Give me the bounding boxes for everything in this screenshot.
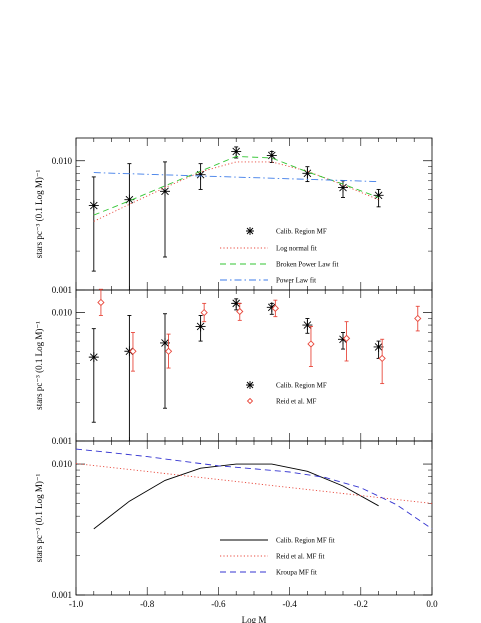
data-point-diamond bbox=[271, 304, 279, 312]
data-point-asterisk bbox=[231, 298, 242, 309]
series-log-normal-fit bbox=[93, 161, 379, 222]
legend-label: Broken Power Law fit bbox=[276, 261, 338, 269]
panel-middle: 0.010 0.001 stars pc⁻³ (0.1 Log M)⁻¹ Calib.… bbox=[34, 288, 433, 446]
legend-label: Power Law fit bbox=[276, 277, 316, 285]
data-point-diamond bbox=[236, 307, 244, 316]
fit-line bbox=[75, 463, 433, 504]
panel-top: 0.010 0.001 stars pc⁻³ (0.1 Log M)⁻¹ Calib.… bbox=[34, 137, 433, 295]
data-point-asterisk bbox=[373, 190, 384, 201]
legend-entry: Broken Power Law fit bbox=[220, 261, 338, 269]
legend-entry: Reid et al. MF bbox=[246, 397, 317, 406]
data-point-asterisk bbox=[338, 182, 348, 193]
legend-marker-asterisk bbox=[246, 381, 254, 389]
legend-marker-asterisk bbox=[246, 227, 254, 235]
legend-entry: Kroupa MF fit bbox=[220, 569, 317, 577]
fit-line bbox=[75, 448, 433, 530]
y-tick-label: 0.001 bbox=[52, 590, 72, 600]
legend-label: Reid et al. MF fit bbox=[276, 553, 324, 561]
fit-line bbox=[93, 161, 379, 222]
series-power-law-fit bbox=[93, 172, 379, 183]
data-point-asterisk bbox=[302, 320, 313, 331]
legend-label: Calib. Region MF bbox=[276, 382, 327, 390]
legend-entry: Calib. Region MF fit bbox=[220, 537, 335, 545]
y-tick-label: 0.001 bbox=[52, 285, 72, 295]
data-point-asterisk bbox=[302, 168, 313, 179]
x-tick-label: -0.4 bbox=[282, 599, 297, 609]
data-point-diamond bbox=[164, 347, 173, 355]
legend-label: Kroupa MF fit bbox=[276, 569, 317, 577]
data-point-diamond bbox=[200, 308, 208, 317]
fit-line bbox=[93, 155, 379, 216]
series-calib-region-mf-fit bbox=[93, 463, 379, 530]
data-point-asterisk bbox=[195, 321, 206, 332]
data-point-asterisk bbox=[231, 146, 242, 157]
data-point-diamond bbox=[414, 314, 422, 323]
data-point-asterisk bbox=[338, 334, 348, 345]
data-point-diamond bbox=[378, 354, 386, 363]
series-kroupa-mf-fit bbox=[75, 448, 433, 530]
x-tick-label: 0.0 bbox=[426, 599, 438, 609]
y-axis-label: stars pc⁻³ (0.1 Log M)⁻¹ bbox=[34, 321, 44, 410]
data-point-diamond bbox=[307, 340, 315, 348]
fit-line bbox=[93, 463, 379, 530]
x-tick-label: -0.6 bbox=[211, 599, 226, 609]
legend-label: Calib. Region MF bbox=[276, 228, 327, 236]
x-tick-label: -1.0 bbox=[69, 599, 84, 609]
data-point-asterisk bbox=[195, 169, 206, 180]
series-broken-power-law-fit bbox=[93, 155, 379, 216]
data-point-asterisk bbox=[124, 194, 135, 205]
data-point-asterisk bbox=[88, 352, 99, 363]
legend-entry: Power Law fit bbox=[220, 277, 316, 285]
panel-bottom: 0.010 0.001-1.0 -0.8 -0.6 -0.4 -0.2 0.0 Log M st… bbox=[34, 440, 438, 623]
y-tick-label: 0.001 bbox=[52, 436, 72, 446]
series-reid-et-al-mf bbox=[97, 288, 422, 385]
legend-entry: Calib. Region MF bbox=[246, 381, 327, 390]
series-calib-region-mf bbox=[88, 146, 384, 291]
series-reid-et-al-mf-fit bbox=[75, 463, 433, 504]
fit-line bbox=[93, 172, 379, 183]
y-axis-label: stars pc⁻³ (0.1 Log M)⁻¹ bbox=[34, 473, 44, 562]
data-point-asterisk bbox=[373, 341, 384, 352]
data-point-asterisk bbox=[160, 186, 170, 197]
legend-entry: Log normal fit bbox=[220, 245, 317, 253]
data-point-diamond bbox=[129, 347, 137, 355]
y-tick-label: 0.010 bbox=[52, 459, 73, 469]
x-tick-label: -0.8 bbox=[140, 599, 155, 609]
y-axis-label: stars pc⁻³ (0.1 Log M)⁻¹ bbox=[34, 169, 44, 258]
legend-label: Log normal fit bbox=[276, 245, 317, 253]
y-tick-label: 0.010 bbox=[52, 156, 73, 166]
y-tick-label: 0.010 bbox=[52, 308, 73, 318]
data-point-asterisk bbox=[266, 150, 277, 161]
legend-label: Calib. Region MF fit bbox=[276, 537, 335, 545]
data-point-diamond bbox=[342, 334, 351, 343]
data-point-asterisk bbox=[88, 200, 99, 211]
x-tick-label: -0.2 bbox=[354, 599, 368, 609]
legend-entry: Reid et al. MF fit bbox=[220, 553, 324, 561]
legend-marker-diamond bbox=[246, 397, 254, 405]
x-axis-label: Log M bbox=[242, 615, 267, 623]
legend-entry: Calib. Region MF bbox=[246, 227, 327, 236]
data-point-diamond bbox=[97, 298, 105, 307]
data-point-asterisk bbox=[160, 337, 170, 348]
data-point-asterisk bbox=[266, 302, 277, 313]
legend-label: Reid et al. MF bbox=[276, 398, 317, 406]
